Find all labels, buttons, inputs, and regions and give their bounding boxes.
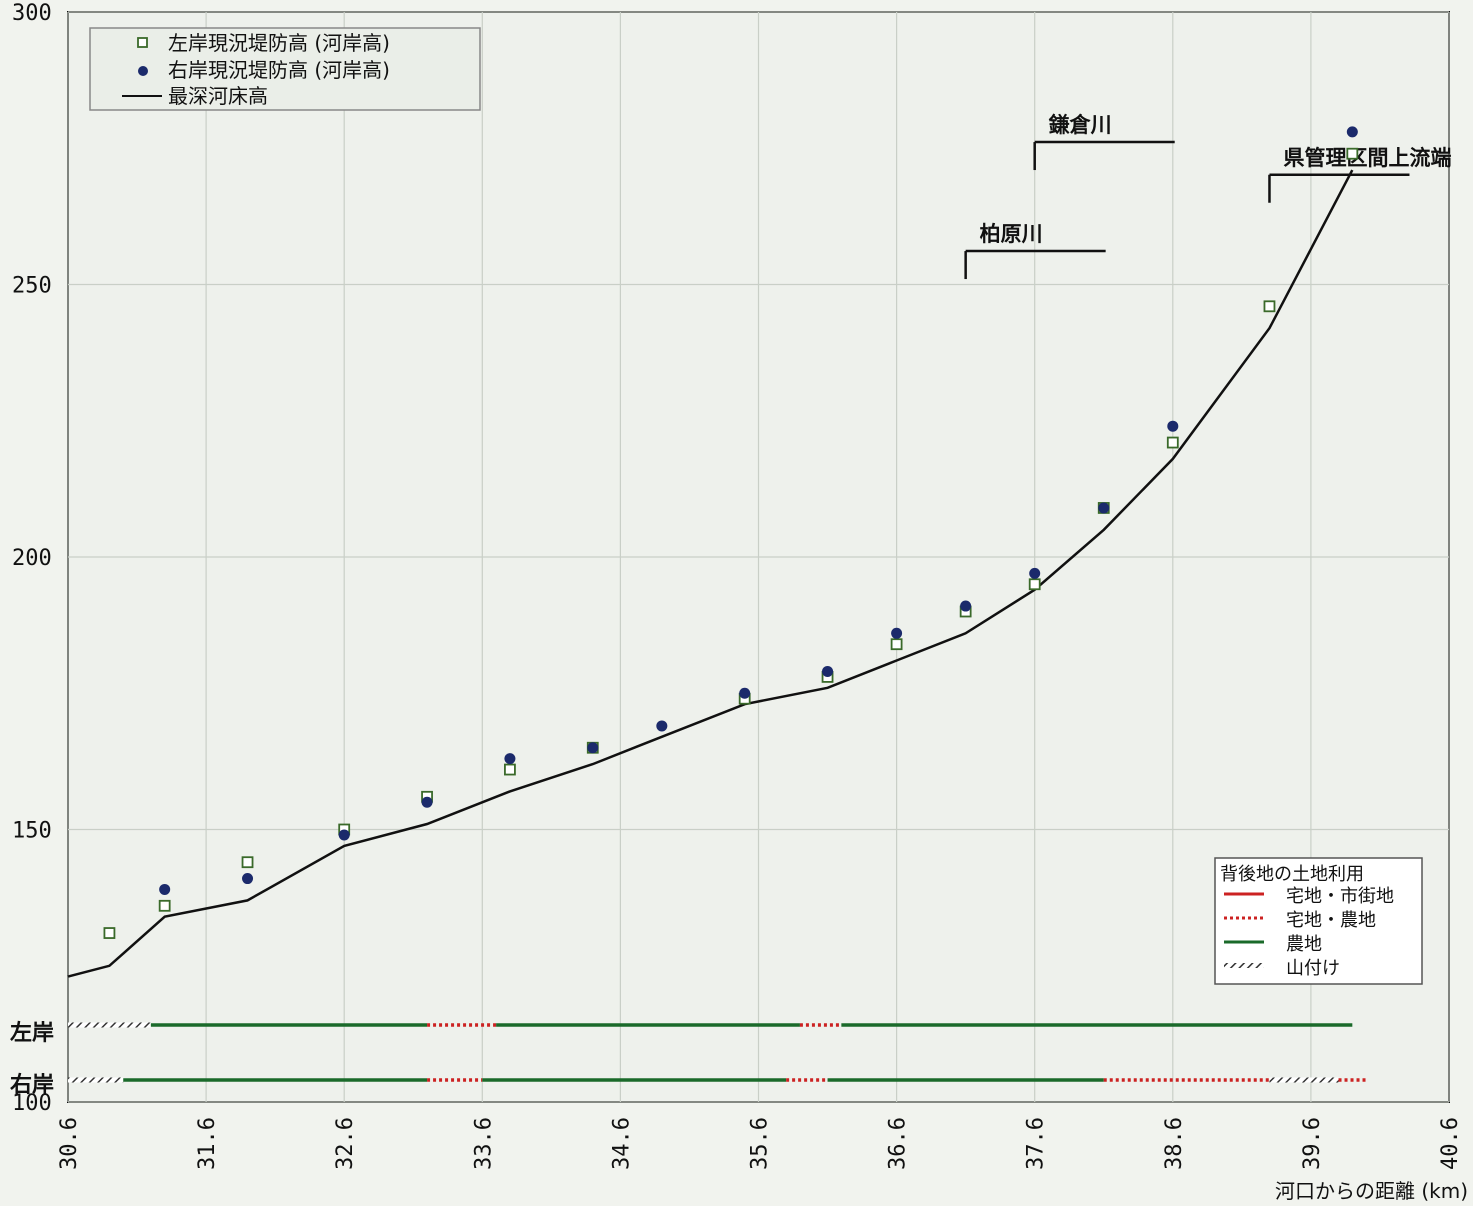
grid [67, 11, 1450, 1103]
x-tick-label: 32.6 [333, 1117, 358, 1170]
x-tick-label: 37.6 [1024, 1117, 1049, 1170]
y-tick-label: 150 [12, 819, 52, 844]
left-bank-point [158, 899, 171, 912]
land-use-legend-title: 背後地の土地利用 [1220, 864, 1364, 885]
right-bank-point [960, 600, 972, 612]
right-bank-point [587, 742, 599, 754]
land-use-bars [68, 1022, 1367, 1083]
annotation-label: 県管理区間上流端 [1283, 146, 1451, 170]
right-bank-point [1029, 567, 1041, 579]
y-tick-label: 300 [12, 1, 52, 26]
x-tick-label: 36.6 [886, 1117, 911, 1170]
land-use-legend-mountain-swatch [1224, 963, 1264, 968]
left-bank-point [1166, 436, 1179, 449]
right-bank-point [1346, 126, 1358, 138]
left-bank-point [241, 856, 254, 869]
left-bank-label: 左岸 [10, 1020, 54, 1046]
right-bank-point [891, 627, 903, 639]
riverbed-line-series [67, 169, 1354, 978]
annotation-label: 鎌倉川 [1049, 113, 1112, 137]
legend-right-bank-marker [138, 66, 148, 76]
y-tick-label: 250 [12, 274, 52, 299]
right-bank-point [1167, 420, 1179, 432]
right-bank-point [822, 665, 834, 677]
x-tick-label: 38.6 [1162, 1117, 1187, 1170]
y-tick-label: 200 [12, 546, 52, 571]
right-bank-point [656, 720, 668, 732]
left-bank-point [890, 638, 903, 651]
x-tick-label: 35.6 [748, 1117, 773, 1170]
x-axis-ticks: 30.6 31.6 32.6 33.6 34.6 35.6 36.6 37.6 38.6 39.6… [57, 1117, 1463, 1170]
x-tick-label: 30.6 [57, 1117, 82, 1170]
land-use-legend-mixed-label: 宅地・農地 [1286, 910, 1376, 931]
right-bank-point [159, 883, 171, 895]
x-tick-label: 39.6 [1300, 1117, 1325, 1170]
riverbed-line [67, 169, 1354, 978]
x-tick-label: 33.6 [471, 1117, 496, 1170]
right-bank-point [421, 796, 433, 808]
left-bank-point [504, 763, 516, 776]
right-bank-series [159, 126, 1358, 895]
annotation-label: 柏原川 [980, 222, 1043, 246]
left-bank-point [1263, 300, 1276, 313]
legend-riverbed-label: 最深河床高 [168, 84, 268, 108]
x-tick-label: 31.6 [195, 1117, 220, 1170]
land-use-legend: 背後地の土地利用 宅地・市街地 宅地・農地 農地 山付け [1214, 857, 1423, 985]
legend-left-bank-marker [137, 37, 148, 48]
right-bank-segment-mountain [1269, 1077, 1339, 1083]
right-bank-point [739, 687, 751, 699]
left-bank-point [103, 927, 116, 939]
y-tick-label: 100 [12, 1091, 52, 1116]
y-axis-ticks: 100 150 200 250 300 [12, 1, 52, 1116]
left-bank-point [1028, 578, 1041, 591]
right-bank-label: 右岸 [10, 1073, 54, 1098]
legend-right-bank-label: 右岸現況堤防高 (河岸高) [168, 58, 390, 82]
right-bank-point [242, 873, 254, 885]
x-axis-label: 河口からの距離 (km) [1275, 1179, 1468, 1203]
land-use-legend-mountain-label: 山付け [1286, 958, 1340, 979]
land-use-legend-farm-label: 農地 [1286, 934, 1322, 955]
legend: 左岸現況堤防高 (河岸高) 右岸現況堤防高 (河岸高) 最深河床高 [89, 27, 481, 111]
right-bank-segment-mountain [68, 1077, 124, 1083]
right-bank-point [338, 829, 350, 841]
left-bank-point [1346, 147, 1359, 160]
right-bank-point [504, 753, 516, 765]
left-bank-segment-mountain [68, 1022, 151, 1028]
legend-left-bank-label: 左岸現況堤防高 (河岸高) [168, 31, 390, 55]
right-bank-point [1098, 502, 1110, 514]
land-use-legend-urban-label: 宅地・市街地 [1286, 886, 1394, 907]
x-tick-label: 34.6 [609, 1117, 634, 1170]
x-tick-label: 40.6 [1438, 1117, 1463, 1170]
